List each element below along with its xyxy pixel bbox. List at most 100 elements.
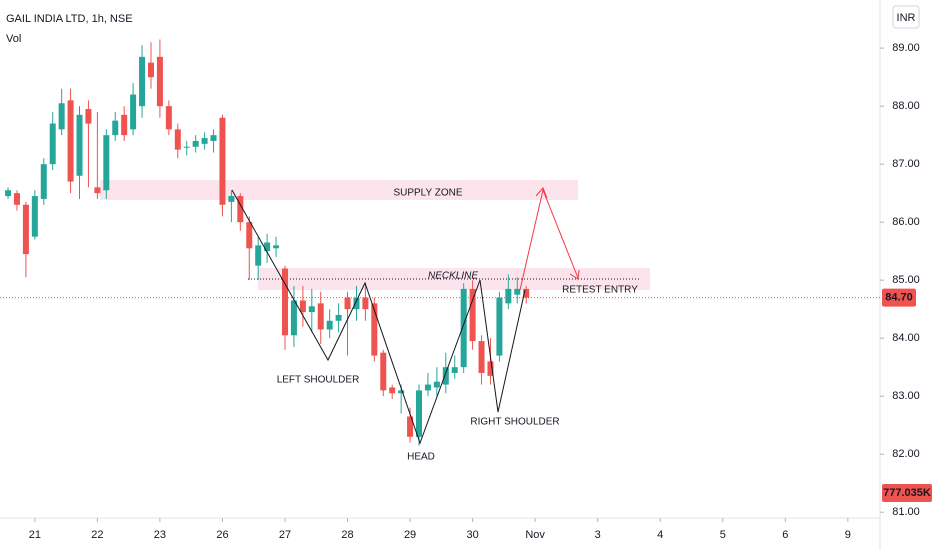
- y-tick-label: 85.00: [892, 274, 920, 286]
- candle-body: [424, 384, 431, 391]
- candle-body: [94, 187, 101, 194]
- candle-body: [273, 245, 280, 249]
- x-tick-label: 22: [91, 529, 103, 541]
- x-tick-label: 27: [279, 529, 291, 541]
- candle-body: [219, 117, 226, 205]
- candle-body: [514, 288, 521, 295]
- arrow-head: [569, 269, 580, 280]
- annotation: SUPPLY ZONE: [393, 188, 462, 199]
- candle-body: [5, 190, 12, 197]
- candle-body: [147, 62, 154, 78]
- y-tick-label: 86.00: [892, 216, 920, 228]
- currency-button[interactable]: [892, 5, 920, 29]
- supply-zone: [100, 180, 578, 200]
- candle-body: [13, 193, 20, 205]
- x-tick-label: 28: [341, 529, 353, 541]
- candle-body: [433, 381, 440, 388]
- candle-body: [76, 114, 83, 176]
- x-tick-label: 6: [782, 529, 788, 541]
- candle-body: [183, 146, 190, 148]
- candle-body: [139, 56, 146, 107]
- candle-body: [344, 297, 351, 310]
- candle-body: [201, 138, 208, 144]
- candle-body: [246, 222, 253, 249]
- x-tick-label: 21: [29, 529, 41, 541]
- x-tick-label: 23: [154, 529, 166, 541]
- candle-body: [469, 288, 476, 342]
- candle-body: [210, 135, 217, 141]
- candle-body: [228, 196, 235, 202]
- candle-body: [389, 387, 396, 394]
- symbol-title: GAIL INDIA LTD, 1h, NSE: [6, 13, 133, 25]
- x-tick-label: 30: [466, 529, 478, 541]
- annotation: RIGHT SHOULDER: [470, 417, 559, 428]
- x-tick-label: Nov: [525, 529, 545, 541]
- candle-body: [281, 268, 288, 336]
- candle-body: [362, 297, 369, 310]
- x-tick-label: 29: [404, 529, 416, 541]
- candle-body: [290, 300, 297, 336]
- candle-body: [130, 94, 137, 130]
- candle-body: [31, 196, 38, 237]
- x-tick-label: 3: [595, 529, 601, 541]
- candle-body: [478, 341, 485, 373]
- candle-body: [442, 367, 449, 385]
- projection-arrow: [519, 188, 579, 291]
- volume-label: 777.035K: [883, 487, 931, 499]
- annotation: NECKLINE: [428, 271, 478, 282]
- candle-body: [40, 164, 47, 199]
- candle-body: [192, 140, 199, 147]
- candle-body: [103, 135, 110, 191]
- candle-body: [85, 109, 92, 124]
- candle-body: [264, 242, 271, 252]
- candle-body: [398, 390, 405, 394]
- candle-body: [156, 56, 163, 107]
- candle-body: [460, 288, 467, 368]
- y-tick-label: 84.00: [892, 332, 920, 344]
- candle-body: [67, 100, 74, 182]
- last-price-label: 84.70: [885, 291, 913, 303]
- candle-body: [58, 103, 65, 130]
- candle-body: [451, 367, 458, 373]
- indicator-label: Vol: [6, 33, 21, 45]
- volume-box: [882, 484, 932, 502]
- y-tick-label: 89.00: [892, 42, 920, 54]
- candle-body: [371, 303, 378, 356]
- candle-body: [335, 314, 342, 321]
- x-tick-label: 9: [845, 529, 851, 541]
- candle-body: [22, 204, 29, 255]
- candle-body: [487, 361, 494, 376]
- y-tick-label: 88.00: [892, 100, 920, 112]
- candles: [5, 39, 530, 446]
- candle-body: [523, 288, 530, 298]
- candle-body: [49, 123, 56, 165]
- candle-body: [165, 106, 172, 130]
- pattern-line: [231, 189, 526, 445]
- candle-body: [121, 114, 128, 136]
- annotation: LEFT SHOULDER: [277, 375, 360, 386]
- candle-body: [380, 352, 387, 391]
- candle-body: [308, 306, 315, 313]
- candle-body: [299, 300, 306, 313]
- annotation: RETEST ENTRY: [562, 285, 638, 296]
- candle-body: [505, 288, 512, 304]
- last-price-box: [882, 288, 916, 307]
- y-tick-label: 81.00: [892, 506, 920, 518]
- candle-body: [237, 196, 244, 223]
- candle-body: [407, 416, 414, 437]
- annotation: HEAD: [407, 452, 435, 463]
- candle-body: [416, 390, 423, 437]
- y-tick-label: 87.00: [892, 158, 920, 170]
- candle-body: [112, 120, 119, 136]
- retest-zone: [258, 268, 650, 290]
- x-tick-label: 5: [720, 529, 726, 541]
- y-tick-label: 83.00: [892, 390, 920, 402]
- x-tick-label: 26: [216, 529, 228, 541]
- candle-body: [326, 320, 333, 330]
- candle-body: [255, 245, 262, 266]
- candle-body: [317, 303, 324, 330]
- currency-label: INR: [897, 12, 916, 24]
- candle-body: [174, 129, 181, 150]
- y-tick-label: 82.00: [892, 448, 920, 460]
